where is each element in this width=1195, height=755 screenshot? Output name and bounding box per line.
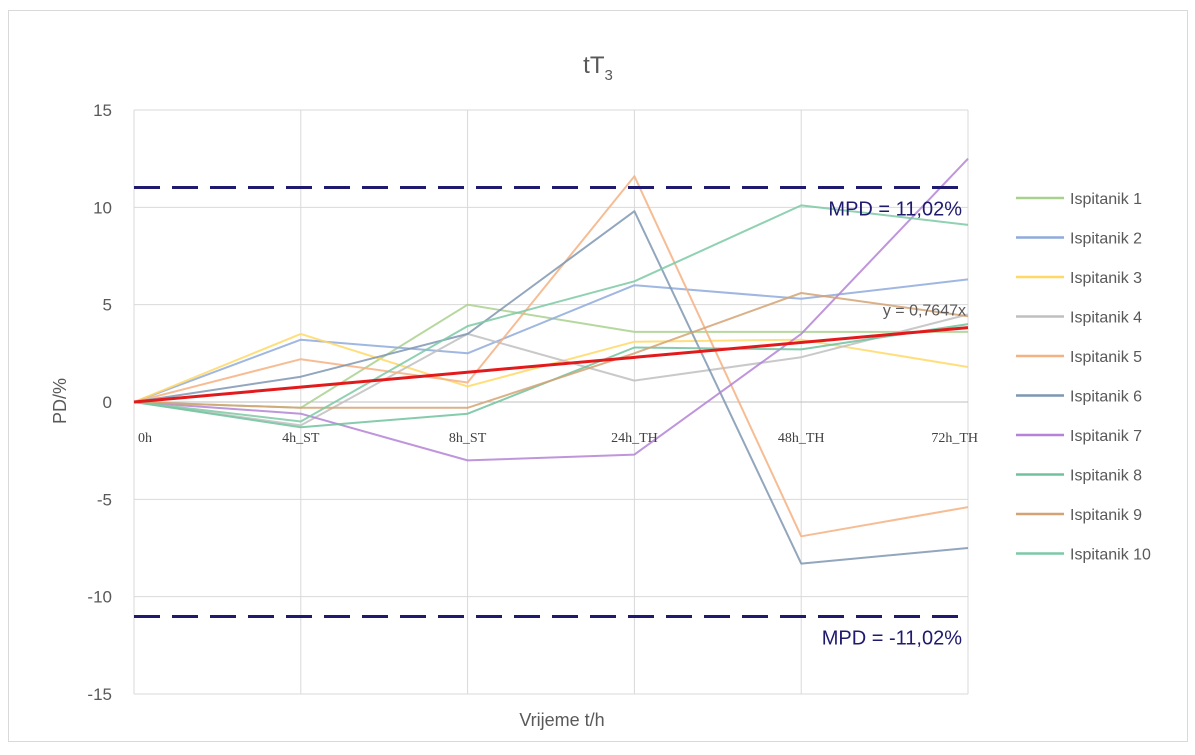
legend-label-6: Ispitanik 6 (1070, 389, 1142, 406)
mpd-label-lower: MPD = -11,02% (822, 628, 962, 650)
series-line-5 (133, 175, 969, 538)
x-tick-label: 4h_ST (282, 431, 320, 446)
mpd-label-upper: MPD = 11,02% (828, 198, 962, 220)
legend-label-1: Ispitanik 1 (1070, 191, 1142, 208)
x-tick-label: 8h_ST (449, 431, 487, 446)
y-tick-label: 5 (103, 296, 112, 315)
y-tick-label: 0 (103, 393, 112, 412)
legend: Ispitanik 1 Ispitanik 2 Ispitanik 3 Ispitan… (1016, 191, 1151, 564)
trendline-line (133, 326, 969, 404)
reference-lines: MPD = 11,02% MPD = -11,02% (134, 185, 968, 650)
series-line-9 (133, 292, 969, 409)
x-axis-label: Vrijeme t/h (519, 710, 604, 730)
legend-label-8: Ispitanik 8 (1070, 468, 1142, 485)
legend-label-3: Ispitanik 3 (1070, 270, 1142, 287)
series-line-2 (133, 278, 969, 403)
legend-label-2: Ispitanik 2 (1070, 231, 1142, 248)
x-tick-label: 0h (138, 431, 152, 446)
chart-title: tT3 (583, 52, 613, 84)
series-line-4 (133, 313, 969, 427)
y-tick-label: -5 (97, 490, 112, 509)
legend-label-7: Ispitanik 7 (1070, 428, 1142, 445)
tick-labels: 15 10 5 0 -5 -10 -15 0h 4h_ST 8h_ST 24h_TH 48h_TH 72… (87, 101, 978, 704)
y-axis-label: PD/% (50, 378, 70, 424)
series-lines (133, 158, 969, 565)
trendline: y = 0,7647x (133, 303, 969, 404)
series-line-6 (133, 210, 969, 565)
x-tick-label: 48h_TH (778, 431, 825, 446)
series-line-7 (133, 158, 969, 462)
series-line-10 (133, 204, 969, 423)
legend-label-4: Ispitanik 4 (1070, 310, 1142, 327)
legend-label-9: Ispitanik 9 (1070, 507, 1142, 524)
x-tick-label: 24h_TH (611, 431, 658, 446)
y-tick-label: -15 (87, 685, 112, 704)
y-tick-label: 10 (93, 198, 112, 217)
gridlines (133, 109, 969, 695)
y-tick-label: 15 (93, 101, 112, 120)
y-tick-label: -10 (87, 588, 112, 607)
legend-label-10: Ispitanik 10 (1070, 547, 1151, 564)
x-tick-label: 72h_TH (931, 431, 978, 446)
trendline-equation: y = 0,7647x (883, 303, 966, 320)
legend-label-5: Ispitanik 5 (1070, 349, 1142, 366)
